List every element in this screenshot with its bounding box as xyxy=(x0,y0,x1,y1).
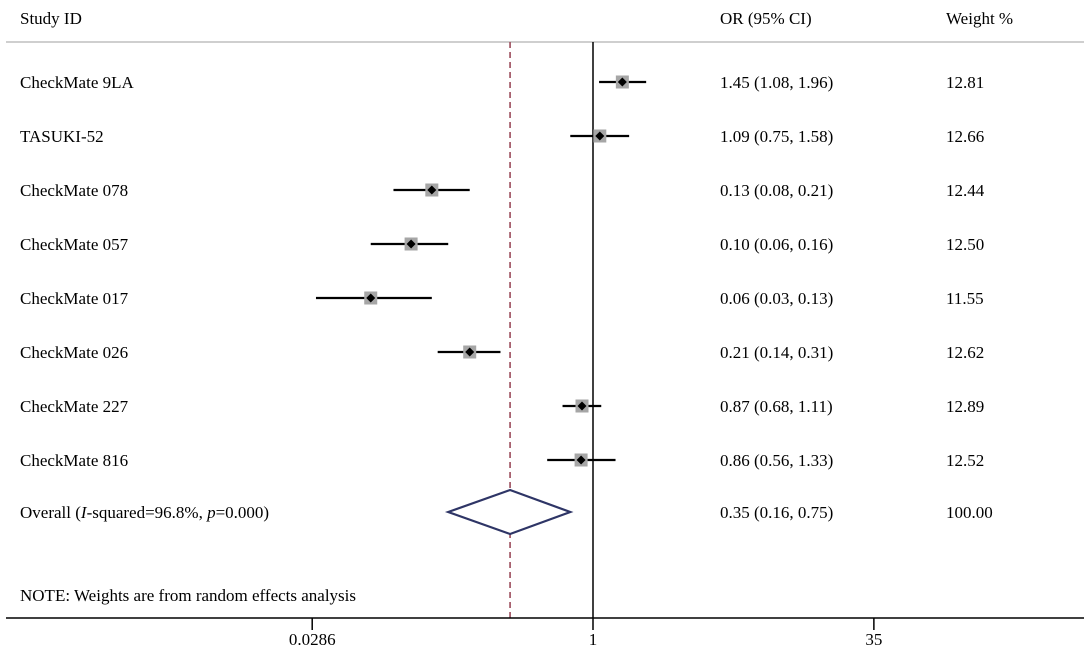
study-weight: 12.52 xyxy=(946,451,984,470)
study-row: CheckMate 227 0.87 (0.68, 1.11) 12.89 xyxy=(20,397,984,416)
study-weight: 12.66 xyxy=(946,127,984,146)
overall-diamond xyxy=(444,488,574,536)
overall-label-p: p xyxy=(206,503,216,522)
study-row: CheckMate 078 0.13 (0.08, 0.21) 12.44 xyxy=(20,181,985,200)
point-estimate xyxy=(595,131,605,141)
study-row: TASUKI-52 1.09 (0.75, 1.58) 12.66 xyxy=(20,127,984,146)
point-estimate xyxy=(406,239,416,249)
study-rows: CheckMate 9LA 1.45 (1.08, 1.96) 12.81 TASUK… xyxy=(20,73,985,470)
overall-or-ci: 0.35 (0.16, 0.75) xyxy=(720,503,833,522)
study-or-ci: 0.13 (0.08, 0.21) xyxy=(720,181,833,200)
point-estimate xyxy=(366,293,376,303)
x-tick-label: 0.0286 xyxy=(289,630,336,649)
header-weight: Weight % xyxy=(946,9,1013,28)
study-weight: 12.62 xyxy=(946,343,984,362)
study-or-ci: 0.10 (0.06, 0.16) xyxy=(720,235,833,254)
study-weight: 12.81 xyxy=(946,73,984,92)
study-row: CheckMate 9LA 1.45 (1.08, 1.96) 12.81 xyxy=(20,73,984,92)
overall-label: Overall (I-squared=96.8%, p=0.000) xyxy=(20,503,269,522)
overall-label-prefix: Overall ( xyxy=(20,503,81,522)
study-or-ci: 0.86 (0.56, 1.33) xyxy=(720,451,833,470)
study-name: CheckMate 017 xyxy=(20,289,129,308)
point-estimate xyxy=(617,77,627,87)
study-row: CheckMate 017 0.06 (0.03, 0.13) 11.55 xyxy=(20,289,984,308)
study-name: CheckMate 9LA xyxy=(20,73,134,92)
header-study-id: Study ID xyxy=(20,9,82,28)
x-tick-label: 35 xyxy=(865,630,882,649)
study-row: CheckMate 816 0.86 (0.56, 1.33) 12.52 xyxy=(20,451,984,470)
overall-label-end: =0.000) xyxy=(216,503,270,522)
study-name: CheckMate 057 xyxy=(20,235,129,254)
overall-label-i: I xyxy=(80,503,88,522)
study-row: CheckMate 057 0.10 (0.06, 0.16) 12.50 xyxy=(20,235,984,254)
study-row: CheckMate 026 0.21 (0.14, 0.31) 12.62 xyxy=(20,343,984,362)
x-tick-label: 1 xyxy=(589,630,598,649)
study-name: TASUKI-52 xyxy=(20,127,104,146)
study-or-ci: 0.21 (0.14, 0.31) xyxy=(720,343,833,362)
point-estimate xyxy=(576,455,586,465)
study-weight: 12.44 xyxy=(946,181,985,200)
point-estimate xyxy=(465,347,475,357)
study-name: CheckMate 026 xyxy=(20,343,128,362)
study-or-ci: 1.09 (0.75, 1.58) xyxy=(720,127,833,146)
weights-note: NOTE: Weights are from random effects an… xyxy=(20,586,356,605)
study-name: CheckMate 227 xyxy=(20,397,129,416)
point-estimate xyxy=(427,185,437,195)
study-weight: 12.50 xyxy=(946,235,984,254)
overall-weight: 100.00 xyxy=(946,503,993,522)
overall-label-mid: -squared=96.8%, xyxy=(87,503,208,522)
study-or-ci: 0.87 (0.68, 1.11) xyxy=(720,397,833,416)
x-axis-ticks: 0.0286 1 35 xyxy=(289,618,882,649)
study-or-ci: 0.06 (0.03, 0.13) xyxy=(720,289,833,308)
point-estimate xyxy=(577,401,587,411)
study-name: CheckMate 078 xyxy=(20,181,128,200)
study-name: CheckMate 816 xyxy=(20,451,128,470)
study-or-ci: 1.45 (1.08, 1.96) xyxy=(720,73,833,92)
study-weight: 11.55 xyxy=(946,289,984,308)
header-or-ci: OR (95% CI) xyxy=(720,9,812,28)
study-weight: 12.89 xyxy=(946,397,984,416)
